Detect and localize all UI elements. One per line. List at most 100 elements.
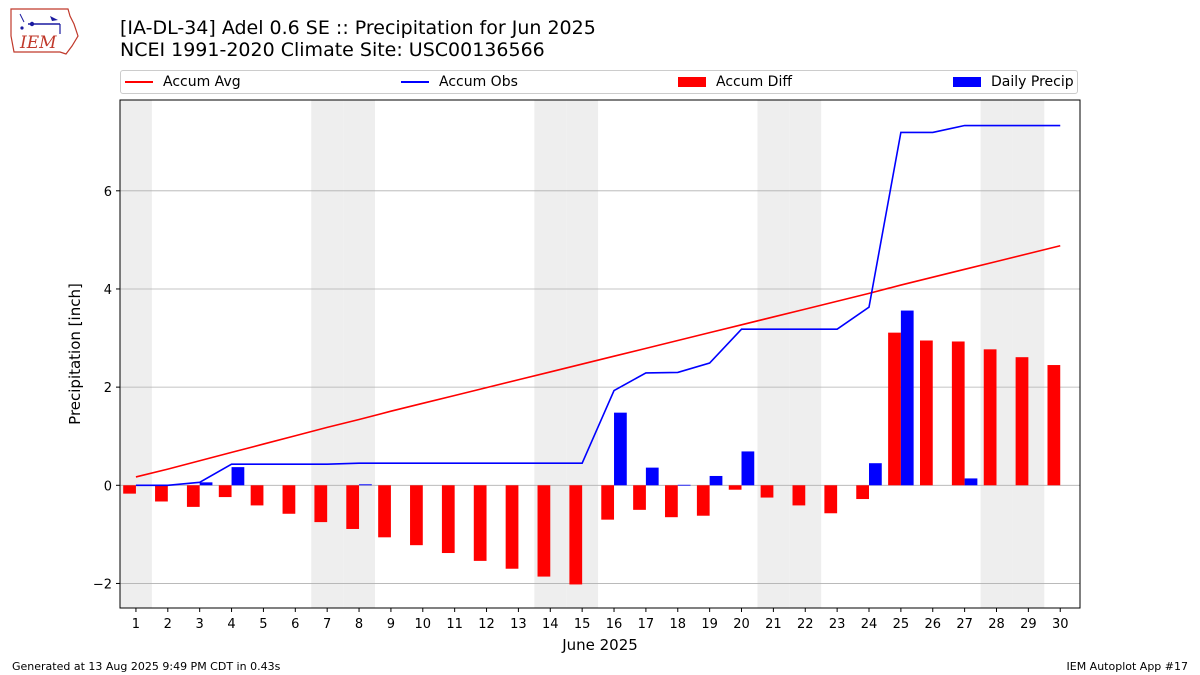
chart-subtitle: NCEI 1991-2020 Climate Site: USC00136566 [120,39,545,61]
accum-diff-bar [1047,365,1061,486]
x-tick-label: 24 [861,617,878,632]
x-tick-label: 6 [291,617,299,632]
x-tick-label: 3 [196,617,204,632]
daily-precip-bar [359,484,372,486]
accum-diff-bar [888,332,901,486]
legend-item-accum-obs: Accum Obs [401,74,518,90]
accum-diff-bar [633,485,646,510]
daily-precip-bar [964,478,978,486]
accum-diff-bar [346,485,360,529]
daily-precip-bar [741,451,755,486]
accum-diff-bar [569,485,583,585]
accum-diff-bar [473,485,487,561]
x-tick-label: 9 [387,617,395,632]
x-tick-label: 21 [765,617,782,632]
x-tick-label: 10 [415,617,432,632]
accum-avg-line [135,244,1061,478]
daily-precip-bar [709,475,723,486]
chart-title: [IA-DL-34] Adel 0.6 SE :: Precipitation … [120,17,596,39]
daily-precip-bar [231,467,245,486]
accum-diff-bar [665,485,678,518]
legend-label-accum-diff: Accum Diff [716,74,793,90]
generated-footer: Generated at 13 Aug 2025 9:49 PM CDT in … [12,660,281,673]
accum-diff-bar [920,340,933,486]
x-tick-label: 11 [446,617,463,632]
legend-swatch-accum-avg [125,81,153,83]
daily-precip-bar [869,463,882,486]
chart-legend: Accum Avg Accum Obs Accum Diff Daily Pre… [120,70,1078,94]
legend-swatch-daily-precip [953,77,981,87]
x-axis-label: June 2025 [561,636,638,654]
legend-label-daily-precip: Daily Precip [991,74,1074,90]
weekend-shade [343,100,375,608]
accum-obs-line [135,124,1061,487]
x-tick-label: 4 [227,617,235,632]
y-tick-label: −2 [93,577,112,592]
accum-diff-bar [951,341,965,486]
x-tick-label: 30 [1052,617,1069,632]
x-tick-label: 19 [701,617,718,632]
x-tick-label: 7 [323,617,331,632]
accum-diff-bar [728,485,742,490]
daily-precip-bar [614,412,627,486]
accum-diff-bar [218,485,232,498]
daily-precip-bar [677,484,691,486]
accum-diff-bar [155,485,168,502]
accum-diff-bar [123,485,136,494]
legend-swatch-accum-diff [678,77,706,87]
legend-item-accum-avg: Accum Avg [125,74,241,90]
x-tick-label: 26 [924,617,941,632]
y-tick-label: 6 [104,185,112,200]
accum-diff-bar [760,485,774,498]
accum-diff-bar [983,349,997,486]
x-tick-label: 14 [542,617,559,632]
app-footer: IEM Autoplot App #17 [1066,660,1189,673]
legend-swatch-accum-obs [401,81,429,83]
x-tick-label: 22 [797,617,814,632]
weekend-shade [120,100,152,608]
weekend-shade [789,100,822,608]
legend-label-accum-avg: Accum Avg [163,74,241,90]
daily-precip-bar [199,482,213,486]
y-axis-label: Precipitation [inch] [66,283,84,425]
accum-diff-bar [314,485,328,523]
x-tick-label: 13 [510,617,527,632]
x-tick-label: 2 [164,617,172,632]
legend-item-daily-precip: Daily Precip [953,74,1074,90]
accum-diff-bar [378,485,391,538]
accum-diff-bar [410,485,423,546]
accum-diff-bar [505,485,519,569]
accum-diff-bar [601,485,615,520]
daily-precip-bar [645,467,659,486]
x-tick-label: 20 [733,617,750,632]
x-tick-label: 17 [638,617,655,632]
x-tick-label: 5 [259,617,267,632]
x-tick-label: 29 [1020,617,1037,632]
daily-precip-bar [900,310,914,486]
weekend-shade [311,100,344,608]
y-tick-label: 4 [104,283,112,298]
weekend-shade [757,100,790,608]
x-tick-label: 25 [893,617,910,632]
accum-diff-bar [282,485,296,514]
legend-item-accum-diff: Accum Diff [678,74,792,90]
accum-diff-bar [1015,357,1029,486]
accum-diff-bar [250,485,264,506]
accum-diff-bar [537,485,551,577]
legend-label-accum-obs: Accum Obs [439,74,518,90]
y-tick-label: 2 [104,381,112,396]
x-tick-label: 12 [478,617,495,632]
x-tick-label: 28 [988,617,1005,632]
logo-text: IEM [19,33,57,53]
x-tick-label: 8 [355,617,363,632]
accum-diff-bar [856,485,870,500]
plot-frame [119,99,1081,609]
x-tick-label: 18 [669,617,686,632]
x-tick-label: 15 [574,617,591,632]
x-tick-label: 27 [956,617,973,632]
accum-diff-bar [696,485,710,516]
x-tick-label: 1 [132,617,140,632]
weather-station-icon [19,13,61,34]
x-tick-label: 16 [606,617,623,632]
